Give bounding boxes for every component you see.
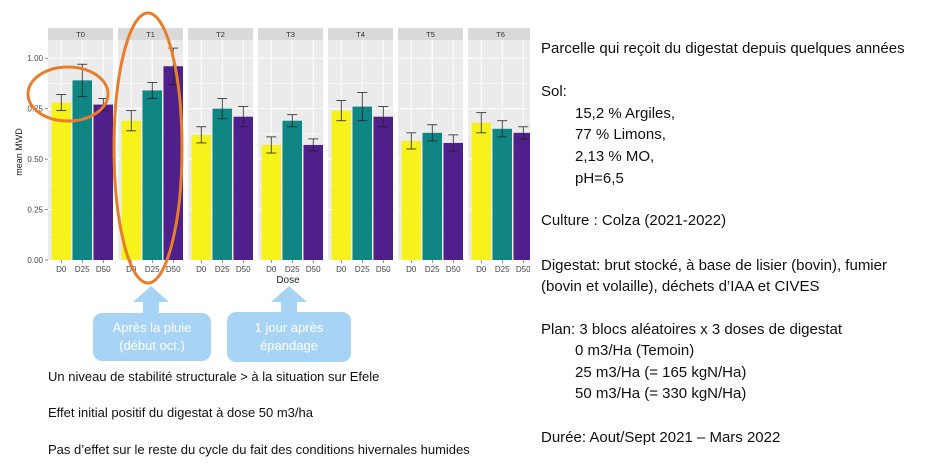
- x-tick-label: D0: [406, 265, 417, 274]
- callout-right-arrow-stem: [281, 301, 297, 313]
- facet-label: T6: [496, 30, 505, 39]
- x-tick-label: D25: [355, 265, 370, 274]
- x-tick-label: D25: [145, 265, 160, 274]
- bar: [401, 140, 421, 260]
- y-axis-label: mean MWD: [14, 128, 24, 176]
- info-sol-om: 2,13 % MO,: [575, 148, 655, 165]
- bar: [492, 128, 512, 260]
- callout-one-day-after-text: 1 jour après épandage: [254, 320, 324, 353]
- callout-after-rain: Après la pluie (début oct.): [93, 313, 211, 361]
- x-tick-label: D50: [306, 265, 321, 274]
- callout-left-arrow: [133, 286, 169, 302]
- callout-right-arrow: [271, 286, 307, 302]
- callout-one-day-after: 1 jour après épandage: [227, 312, 351, 362]
- x-tick-label: D0: [56, 265, 67, 274]
- facet-strip: [48, 28, 113, 40]
- bar: [142, 90, 162, 261]
- note-no-effect: Pas d’effet sur le reste du cycle du fai…: [48, 442, 470, 457]
- bar: [352, 106, 372, 261]
- bar: [261, 144, 281, 260]
- bar: [93, 104, 113, 260]
- facet-label: T2: [216, 30, 225, 39]
- x-tick-label: D50: [516, 265, 530, 274]
- x-tick-label: D25: [215, 265, 230, 274]
- callout-after-rain-text: Après la pluie (début oct.): [112, 320, 192, 353]
- bar: [51, 102, 71, 260]
- bar: [121, 120, 141, 260]
- highlight-t0-ellipse: [26, 65, 110, 123]
- bar: [303, 144, 323, 260]
- x-tick-label: D0: [196, 265, 207, 274]
- x-tick-label: D50: [236, 265, 251, 274]
- info-sol-silt: 77 % Limons,: [575, 126, 666, 143]
- y-tick-label: 0.50: [27, 155, 43, 164]
- note-stability: Un niveau de stabilité structurale > à l…: [48, 369, 380, 384]
- facet-strip: [258, 28, 323, 40]
- bar: [212, 108, 232, 260]
- bar: [443, 142, 463, 260]
- y-tick-label: 0.25: [27, 206, 43, 215]
- info-digestat-2: (bovin et volaille), déchets d’IAA et CI…: [541, 278, 820, 295]
- x-tick-label: D25: [285, 265, 300, 274]
- x-tick-label: D25: [425, 265, 440, 274]
- y-tick-label: 1.00: [27, 54, 43, 63]
- bar: [471, 122, 491, 261]
- facet-strip: [328, 28, 393, 40]
- bar: [331, 110, 351, 260]
- facet-label: T4: [356, 30, 365, 39]
- info-plan-dose-25: 25 m3/Ha (= 165 kgN/Ha): [575, 364, 747, 381]
- facet-label: T3: [286, 30, 295, 39]
- highlight-t1-ellipse: [112, 11, 184, 285]
- bar: [513, 132, 530, 260]
- info-duree: Durée: Aout/Sept 2021 – Mars 2022: [541, 429, 781, 446]
- facet-label: T5: [426, 30, 435, 39]
- info-sol-ph: pH=6,5: [575, 170, 624, 187]
- facet-label: T1: [146, 30, 155, 39]
- info-parcelle: Parcelle qui reçoit du digestat depuis q…: [541, 40, 905, 57]
- bar: [72, 80, 92, 260]
- facet-strip: [468, 28, 530, 40]
- x-tick-label: D50: [446, 265, 461, 274]
- facet-label: T0: [76, 30, 85, 39]
- x-tick-label: D0: [476, 265, 487, 274]
- bar: [282, 120, 302, 260]
- x-tick-label: D0: [266, 265, 277, 274]
- info-sol-clay: 15,2 % Argiles,: [575, 105, 676, 122]
- facet-strip: [188, 28, 253, 40]
- x-tick-label: D25: [495, 265, 510, 274]
- bar: [373, 116, 393, 260]
- info-plan-title: Plan: 3 blocs aléatoires x 3 doses de di…: [541, 321, 843, 338]
- x-tick-label: D50: [166, 265, 181, 274]
- x-tick-label: D25: [75, 265, 90, 274]
- info-plan-dose-50: 50 m3/Ha (= 330 kgN/Ha): [575, 385, 747, 402]
- info-plan-dose-0: 0 m3/Ha (Temoin): [575, 342, 695, 359]
- note-initial-effect: Effet initial positif du digestat à dose…: [48, 405, 313, 420]
- x-tick-label: D50: [96, 265, 111, 274]
- info-sol-title: Sol:: [541, 83, 567, 100]
- y-tick-label: 0.00: [27, 256, 43, 265]
- x-tick-label: D0: [336, 265, 347, 274]
- info-digestat-1: Digestat: brut stocké, à base de lisier …: [541, 257, 887, 274]
- callout-left-arrow-stem: [143, 301, 159, 313]
- info-culture: Culture : Colza (2021-2022): [541, 212, 727, 229]
- x-tick-label: D50: [376, 265, 391, 274]
- facet-strip: [398, 28, 463, 40]
- x-axis-label: Dose: [276, 275, 300, 286]
- bar: [191, 134, 211, 260]
- bar: [422, 132, 442, 260]
- bar: [233, 116, 253, 260]
